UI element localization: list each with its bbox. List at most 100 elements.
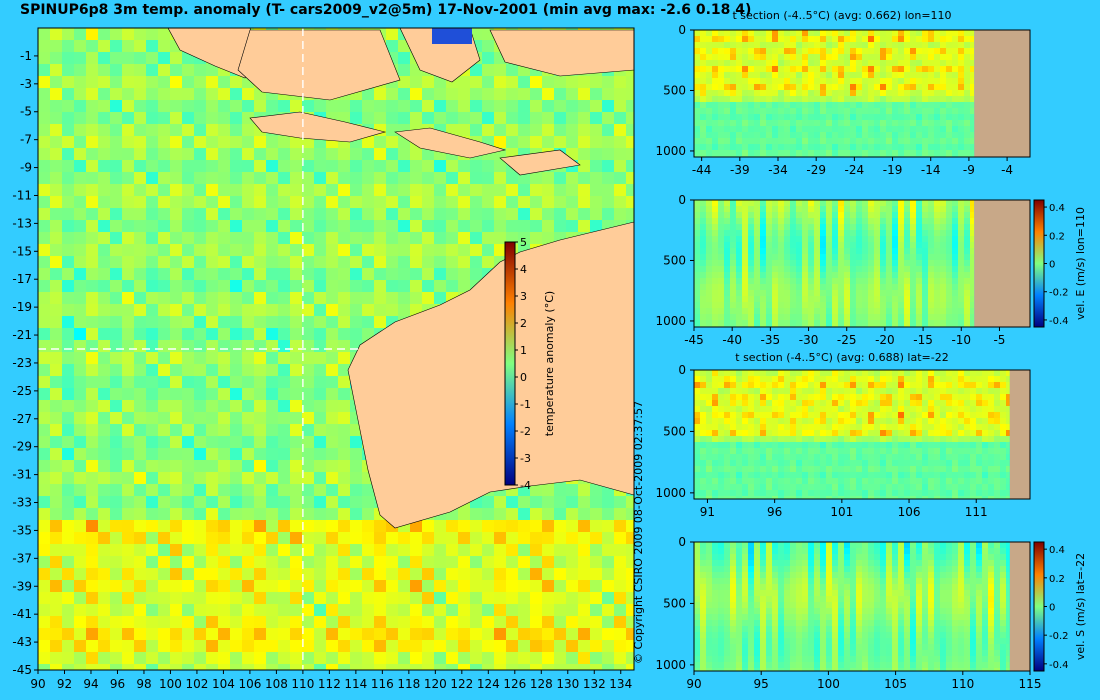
map-x-tick-label: 130 — [556, 677, 579, 691]
map-colorbar-tick-label: -2 — [520, 425, 531, 438]
map-x-tick-label: 90 — [30, 677, 45, 691]
section-x-tick-label: 90 — [686, 677, 701, 691]
map-colorbar-label: temperature anomaly (°C) — [543, 291, 556, 436]
map-x-tick-label: 116 — [371, 677, 394, 691]
section-colorbar-label: vel. S (m/s) lat=-22 — [1074, 553, 1087, 660]
map-y-tick-label: -19 — [12, 300, 32, 314]
section-colorbar-tick-label: 0 — [1049, 260, 1055, 271]
map-x-tick-label: 120 — [424, 677, 447, 691]
map-colorbar-tick-label: -1 — [520, 398, 531, 411]
map-colorbar — [504, 241, 516, 486]
section-panel-4: 90 95 100 105 110 115 0 500 1000 0.4 0.2 0 -0.2 -0.4 v… — [655, 535, 1087, 691]
section-y-tick-label: 0 — [678, 363, 686, 377]
map-colorbar-tick-label: -3 — [520, 452, 531, 465]
section-x-tick-label: -40 — [722, 333, 742, 347]
section-colorbar — [1033, 541, 1045, 672]
page-title: SPINUP6p8 3m temp. anomaly (T- cars2009_… — [20, 2, 752, 18]
map-colorbar-tick-label: 2 — [520, 317, 527, 330]
map-y-tick-label: -1 — [20, 49, 32, 63]
map-x-tick-label: 108 — [265, 677, 288, 691]
map-y-tick-label: -29 — [12, 440, 32, 454]
map-colorbar-tick-label: 5 — [520, 236, 527, 249]
section-x-tick-label: 110 — [951, 677, 974, 691]
section-y-tick-label: 500 — [663, 424, 686, 438]
map-colorbar-tick-label: -4 — [520, 479, 531, 492]
map-x-tick-label: 92 — [57, 677, 72, 691]
map-x-tick-label: 98 — [136, 677, 151, 691]
map-x-tick-label: 126 — [503, 677, 526, 691]
section-y-tick-label: 500 — [663, 83, 686, 97]
map-x-tick-label: 114 — [344, 677, 367, 691]
section-colorbar-tick-label: 0.2 — [1049, 231, 1065, 242]
section-x-tick-label: 101 — [830, 505, 853, 519]
map-y-tick-label: -31 — [12, 468, 32, 482]
section-x-tick-label: -5 — [993, 333, 1005, 347]
section-x-tick-label: -14 — [921, 163, 941, 177]
map-x-tick-label: 104 — [212, 677, 235, 691]
map-colorbar-tick-label: 4 — [520, 263, 527, 276]
section-y-tick-label: 500 — [663, 253, 686, 267]
section-x-tick-label: 96 — [767, 505, 782, 519]
map-colorbar-tick-label: 1 — [520, 344, 527, 357]
section-x-tick-label: 105 — [884, 677, 907, 691]
section-colorbar-tick-label: -0.4 — [1049, 316, 1069, 327]
section-panel-3: t section (-4..5°C) (avg: 0.688) lat=-22… — [655, 351, 1031, 519]
map-y-tick-label: -5 — [20, 105, 32, 119]
section-colorbar-tick-label: -0.2 — [1049, 288, 1069, 299]
section-x-tick-label: 111 — [965, 505, 988, 519]
section-x-tick-label: -25 — [837, 333, 857, 347]
section-x-tick-label: -45 — [684, 333, 704, 347]
section-y-tick-label: 0 — [678, 535, 686, 549]
section-x-tick-label: 100 — [817, 677, 840, 691]
map-y-tick-label: -35 — [12, 523, 32, 537]
map-x-tick-label: 118 — [397, 677, 420, 691]
map-y-tick-label: -23 — [12, 356, 32, 370]
map-y-tick-label: -3 — [20, 77, 32, 91]
section-x-tick-label: -35 — [761, 333, 781, 347]
map-x-tick-label: 94 — [83, 677, 98, 691]
section-x-tick-label: -9 — [963, 163, 975, 177]
section-panel-title: t section (-4..5°C) (avg: 0.662) lon=110 — [732, 9, 951, 22]
section-y-tick-label: 0 — [678, 193, 686, 207]
section-x-tick-label: -19 — [883, 163, 903, 177]
map-x-tick-label: 102 — [185, 677, 208, 691]
section-x-tick-label: -30 — [799, 333, 819, 347]
section-colorbar-label: vel. E (m/s) lon=110 — [1074, 207, 1087, 320]
map-land — [167, 27, 635, 529]
section-x-tick-label: 106 — [898, 505, 921, 519]
map-colorbar-tick-label: 0 — [520, 371, 527, 384]
section-y-tick-label: 1000 — [655, 486, 686, 500]
map-y-tick-label: -27 — [12, 412, 32, 426]
map-x-tick-label: 124 — [477, 677, 500, 691]
map-y-tick-label: -11 — [12, 188, 32, 202]
section-x-tick-label: 115 — [1019, 677, 1042, 691]
map-x-tick-label: 96 — [110, 677, 125, 691]
section-x-tick-label: -15 — [913, 333, 933, 347]
map-y-tick-label: -39 — [12, 579, 32, 593]
section-y-tick-label: 0 — [678, 23, 686, 37]
map-y-tick-label: -33 — [12, 496, 32, 510]
map-x-tick-label: 132 — [583, 677, 606, 691]
section-x-tick-label: -39 — [730, 163, 750, 177]
map-x-tick-label: 128 — [530, 677, 553, 691]
section-panel-title: t section (-4..5°C) (avg: 0.688) lat=-22 — [735, 351, 948, 364]
section-y-tick-label: 1000 — [655, 144, 686, 158]
map-x-tick-label: 112 — [318, 677, 341, 691]
map-y-tick-label: -17 — [12, 272, 32, 286]
section-x-tick-label: -44 — [692, 163, 712, 177]
section-x-tick-label: -24 — [845, 163, 865, 177]
section-x-tick-label: -4 — [1001, 163, 1013, 177]
section-x-tick-label: -10 — [951, 333, 971, 347]
section-colorbar — [1033, 199, 1045, 328]
section-colorbar-tick-label: 0.2 — [1049, 574, 1065, 585]
section-colorbar-tick-label: 0.4 — [1049, 545, 1065, 556]
map-x-tick-label: 134 — [609, 677, 632, 691]
map-y-tick-label: -37 — [12, 551, 32, 565]
section-colorbar-tick-label: -0.2 — [1049, 631, 1069, 642]
map-y-tick-label: -7 — [20, 133, 32, 147]
section-panel-1: t section (-4..5°C) (avg: 0.662) lon=110… — [655, 9, 1031, 177]
section-panel-2: -45 -40 -35 -30 -25 -20 -15 -10 -5 0 500 1000 0.4 0.2… — [655, 193, 1087, 347]
map-y-tick-label: -41 — [12, 607, 32, 621]
map-y-tick-label: -13 — [12, 216, 32, 230]
